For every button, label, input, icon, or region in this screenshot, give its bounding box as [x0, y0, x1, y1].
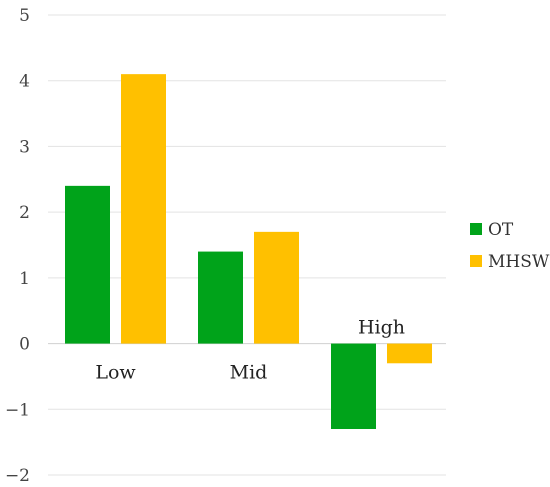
legend-label-ot: OT [488, 220, 514, 240]
category-label-low: Low [95, 362, 136, 384]
y-tick-label: −2 [5, 466, 30, 486]
legend: OT MHSW [470, 220, 550, 272]
y-tick-label: 5 [19, 6, 30, 26]
y-tick-label: −1 [5, 400, 30, 420]
legend-swatch-ot [470, 223, 482, 235]
bar-ot-low [65, 185, 110, 344]
y-tick-label: 3 [19, 137, 30, 157]
legend-label-mhsw: MHSW [488, 252, 550, 272]
category-labels: Low Mid High [95, 317, 405, 384]
y-tick-label: 0 [19, 335, 30, 355]
category-label-mid: Mid [230, 362, 268, 384]
y-axis-tick-labels: 5 4 3 2 1 0 −1 −2 [5, 6, 30, 486]
y-tick-label: 2 [19, 203, 30, 223]
legend-swatch-mhsw [470, 255, 482, 267]
y-tick-label: 4 [19, 72, 30, 92]
category-label-high: High [358, 317, 405, 339]
bar-ot-high [331, 343, 376, 429]
bars [65, 74, 432, 429]
bar-mhsw-high [387, 343, 432, 364]
bar-mhsw-mid [254, 231, 299, 344]
bar-ot-mid [198, 251, 243, 344]
y-tick-label: 1 [19, 269, 30, 289]
gridlines [48, 14, 446, 476]
bar-mhsw-low [121, 74, 166, 344]
